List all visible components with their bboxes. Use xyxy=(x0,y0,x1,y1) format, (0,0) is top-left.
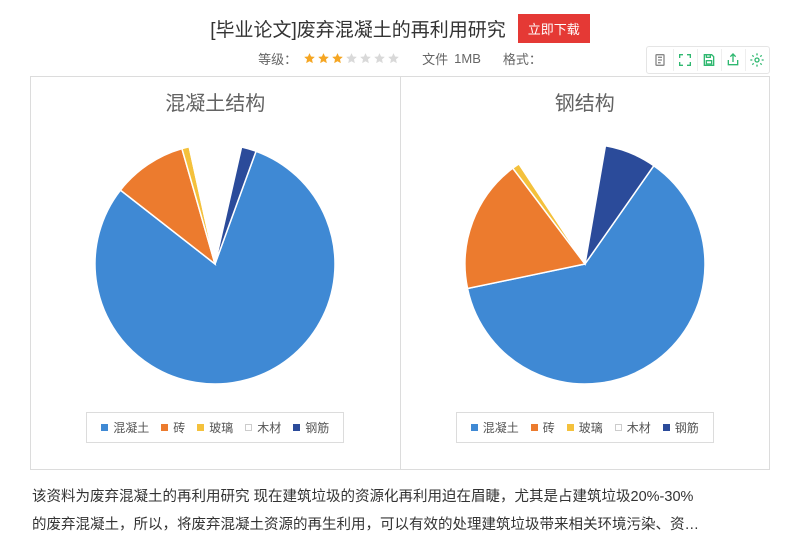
legend-item: 砖 xyxy=(531,419,555,436)
star-icon xyxy=(373,52,386,65)
legend-item: 钢筋 xyxy=(293,419,329,436)
page-title: [毕业论文]废弃混凝土的再利用研究 xyxy=(210,15,506,42)
description-line: 该资料为废弃混凝土的再利用研究 现在建筑垃圾的资源化再利用迫在眉睫，尤其是占建筑… xyxy=(32,484,768,512)
legend-swatch xyxy=(161,424,168,431)
star-icon xyxy=(317,52,330,65)
file-label: 文件 xyxy=(422,49,448,68)
legend-item: 木材 xyxy=(245,419,281,436)
chart-panel: 钢结构混凝土 砖 玻璃 木材 钢筋 xyxy=(401,77,770,469)
save-icon[interactable] xyxy=(697,49,719,71)
legend-item: 砖 xyxy=(161,419,185,436)
star-icon xyxy=(331,52,344,65)
legend-label: 木材 xyxy=(257,419,281,436)
star-icon xyxy=(303,52,316,65)
legend-swatch xyxy=(567,424,574,431)
rating-block: 等级： xyxy=(258,49,400,68)
legend-swatch xyxy=(663,424,670,431)
file-size-block: 文件 1MB xyxy=(422,49,481,68)
star-icon xyxy=(359,52,372,65)
toolbar xyxy=(646,46,770,74)
chart-title: 钢结构 xyxy=(555,87,615,116)
legend-swatch xyxy=(531,424,538,431)
star-icon xyxy=(387,52,400,65)
charts-container: 混凝土结构混凝土 砖 玻璃 木材 钢筋 钢结构混凝土 砖 玻璃 木材 钢筋 xyxy=(30,76,770,470)
legend-swatch xyxy=(471,424,478,431)
description: 该资料为废弃混凝土的再利用研究 现在建筑垃圾的资源化再利用迫在眉睫，尤其是占建筑… xyxy=(30,484,770,539)
legend-label: 玻璃 xyxy=(579,419,603,436)
legend-item: 混凝土 xyxy=(101,419,149,436)
legend-swatch xyxy=(615,424,622,431)
pie-chart xyxy=(80,124,350,394)
share-icon[interactable] xyxy=(721,49,743,71)
rating-stars xyxy=(303,52,400,65)
star-icon xyxy=(345,52,358,65)
meta-bar: 等级： 文件 1MB 格式： xyxy=(30,49,770,68)
file-value: 1MB xyxy=(454,51,481,66)
legend-item: 钢筋 xyxy=(663,419,699,436)
legend-label: 钢筋 xyxy=(675,419,699,436)
chart-title: 混凝土结构 xyxy=(165,87,265,116)
format-label: 格式： xyxy=(503,49,542,68)
legend-label: 砖 xyxy=(543,419,555,436)
settings-icon[interactable] xyxy=(745,49,767,71)
chart-legend: 混凝土 砖 玻璃 木材 钢筋 xyxy=(456,412,714,443)
rating-label: 等级： xyxy=(258,49,297,68)
legend-label: 钢筋 xyxy=(305,419,329,436)
legend-label: 玻璃 xyxy=(209,419,233,436)
chart-panel: 混凝土结构混凝土 砖 玻璃 木材 钢筋 xyxy=(31,77,401,469)
fullscreen-icon[interactable] xyxy=(673,49,695,71)
legend-swatch xyxy=(101,424,108,431)
legend-label: 木材 xyxy=(627,419,651,436)
legend-item: 木材 xyxy=(615,419,651,436)
chart-legend: 混凝土 砖 玻璃 木材 钢筋 xyxy=(86,412,344,443)
doc-icon[interactable] xyxy=(649,49,671,71)
legend-label: 砖 xyxy=(173,419,185,436)
legend-item: 混凝土 xyxy=(471,419,519,436)
legend-label: 混凝土 xyxy=(113,419,149,436)
legend-swatch xyxy=(245,424,252,431)
pie-chart xyxy=(450,124,720,394)
legend-item: 玻璃 xyxy=(567,419,603,436)
legend-swatch xyxy=(197,424,204,431)
download-button[interactable]: 立即下载 xyxy=(518,14,590,43)
legend-swatch xyxy=(293,424,300,431)
legend-item: 玻璃 xyxy=(197,419,233,436)
description-line: 的废弃混凝土，所以，将废弃混凝土资源的再生利用，可以有效的处理建筑垃圾带来相关环… xyxy=(32,512,768,539)
format-block: 格式： xyxy=(503,49,542,68)
legend-label: 混凝土 xyxy=(483,419,519,436)
